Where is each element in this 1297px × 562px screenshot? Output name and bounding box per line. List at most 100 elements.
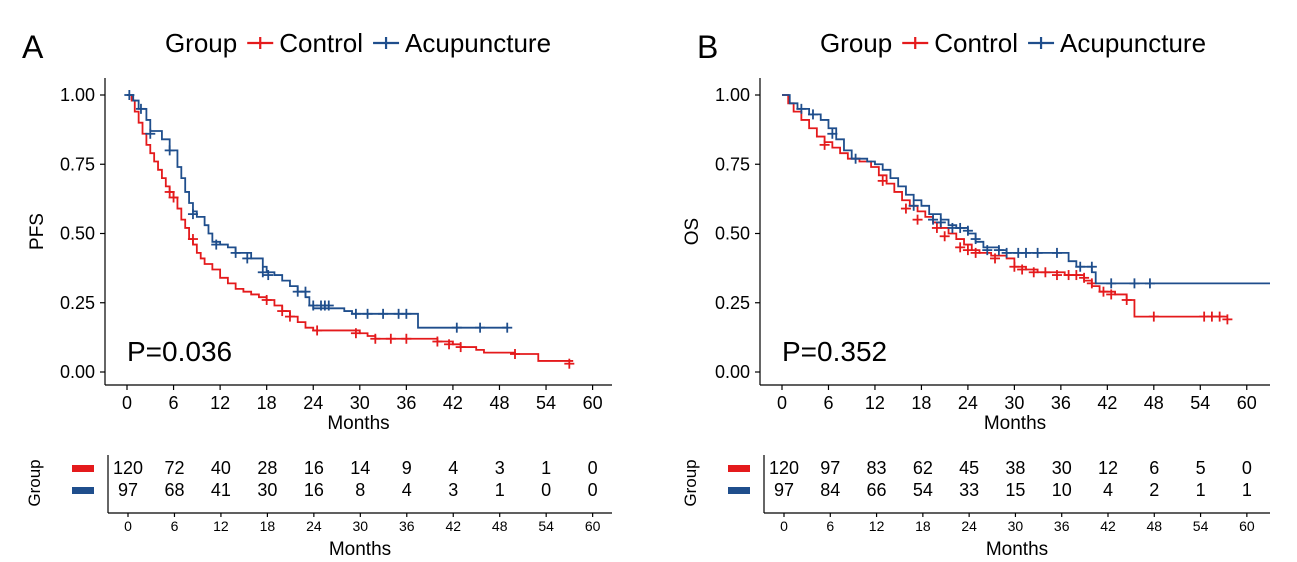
risk-count: 0	[1242, 458, 1252, 478]
risk-row-acupuncture: 97 84 66 54 33 15 10 4 2 1 1	[728, 480, 1252, 500]
y-tick-label: 1.00	[60, 85, 95, 105]
risk-x-axis-title: Months	[329, 539, 391, 560]
risk-count: 45	[959, 458, 979, 478]
x-tick-label: 0	[777, 393, 787, 413]
censor-mark	[970, 234, 981, 245]
x-tick-label: 18	[911, 393, 931, 413]
censor-mark	[564, 358, 575, 369]
risk-x-tick-label: 24	[961, 518, 977, 534]
km-curve-acupuncture	[127, 94, 508, 329]
censor-mark	[931, 222, 942, 233]
x-tick-label: 60	[583, 393, 603, 413]
risk-count: 1	[541, 458, 551, 478]
legend-key-acupuncture	[1028, 37, 1055, 49]
risk-count: 4	[1103, 480, 1113, 500]
legend-key-control	[902, 37, 929, 49]
censor-mark	[877, 175, 888, 186]
censor-mark	[955, 222, 966, 233]
risk-count: 54	[913, 480, 933, 500]
risk-x-tick-label: 54	[538, 518, 554, 534]
x-tick-label: 24	[303, 393, 323, 413]
censor-mark	[1106, 278, 1117, 289]
censor-mark	[1106, 289, 1117, 300]
risk-row-key	[72, 487, 94, 494]
x-tick-label: 36	[396, 393, 416, 413]
legend-label-acupuncture: Acupuncture	[1060, 28, 1206, 58]
risk-count: 5	[1196, 458, 1206, 478]
censor-mark	[263, 270, 274, 281]
censor-mark	[1129, 278, 1140, 289]
risk-count: 38	[1005, 458, 1025, 478]
risk-count: 0	[588, 480, 598, 500]
x-tick-label: 0	[122, 393, 132, 413]
censor-mark	[164, 145, 175, 156]
risk-table-title: Group	[25, 459, 44, 506]
risk-count: 72	[164, 458, 184, 478]
censor-mark	[900, 203, 911, 214]
censor-mark	[827, 128, 838, 139]
risk-count: 66	[867, 480, 887, 500]
km-curve-control	[127, 94, 574, 362]
risk-count: 83	[867, 458, 887, 478]
censor-mark	[432, 336, 443, 347]
risk-row-key	[728, 465, 750, 472]
legend-title: Group	[165, 28, 237, 58]
censor-mark	[1075, 261, 1086, 272]
y-tick-label: 0.75	[715, 154, 750, 174]
y-tick-label: 0.25	[715, 293, 750, 313]
censor-mark	[370, 333, 381, 344]
y-tick-label: 0.75	[60, 154, 95, 174]
y-tick-label: 0.50	[715, 224, 750, 244]
risk-x-tick-label: 24	[306, 518, 322, 534]
risk-count: 97	[820, 458, 840, 478]
x-tick-label: 54	[1190, 393, 1210, 413]
risk-count: 41	[211, 480, 231, 500]
x-tick-label: 24	[958, 393, 978, 413]
risk-x-tick-label: 60	[1239, 518, 1255, 534]
y-tick-label: 0.00	[60, 362, 95, 382]
risk-count: 30	[257, 480, 277, 500]
x-tick-label: 12	[210, 393, 230, 413]
censor-mark	[187, 234, 198, 245]
risk-count: 3	[448, 480, 458, 500]
risk-count: 120	[113, 458, 143, 478]
censor-mark	[1222, 314, 1233, 325]
censor-mark	[277, 306, 288, 317]
y-tick-label: 0.25	[60, 293, 95, 313]
legend-label-acupuncture: Acupuncture	[405, 28, 551, 58]
censor-mark	[1021, 247, 1031, 258]
censor-mark	[1148, 311, 1159, 322]
legend-key-control	[247, 37, 274, 49]
risk-count: 0	[588, 458, 598, 478]
censor-mark	[1017, 264, 1028, 275]
x-tick-label: 12	[865, 393, 885, 413]
risk-x-tick-label: 54	[1193, 518, 1209, 534]
risk-count: 4	[448, 458, 458, 478]
censor-mark	[300, 286, 311, 297]
risk-count: 30	[1052, 458, 1072, 478]
risk-count: 97	[118, 480, 138, 500]
risk-count: 3	[495, 458, 505, 478]
risk-count: 120	[769, 458, 799, 478]
series-acupuncture	[782, 94, 1270, 289]
censor-mark	[312, 325, 323, 336]
censor-mark	[1214, 311, 1225, 322]
x-tick-label: 42	[443, 393, 463, 413]
censor-mark	[211, 239, 222, 250]
censor-mark	[970, 247, 981, 258]
censor-mark	[1086, 261, 1097, 272]
censor-mark	[993, 245, 1004, 256]
risk-count: 68	[164, 480, 184, 500]
risk-x-tick-label: 48	[492, 518, 508, 534]
panel-letter: A	[22, 29, 44, 65]
risk-count: 15	[1005, 480, 1025, 500]
censor-mark	[401, 308, 412, 319]
censor-mark	[1121, 294, 1132, 305]
legend: Group Control Acupuncture	[820, 28, 1206, 58]
risk-x-tick-label: 48	[1146, 518, 1162, 534]
censor-mark	[510, 348, 520, 359]
risk-x-tick-label: 36	[399, 518, 415, 534]
x-tick-label: 60	[1237, 393, 1257, 413]
risk-row-acupuncture: 97 68 41 30 16 8 4 3 1 0 0	[72, 480, 598, 500]
x-tick-label: 48	[489, 393, 509, 413]
